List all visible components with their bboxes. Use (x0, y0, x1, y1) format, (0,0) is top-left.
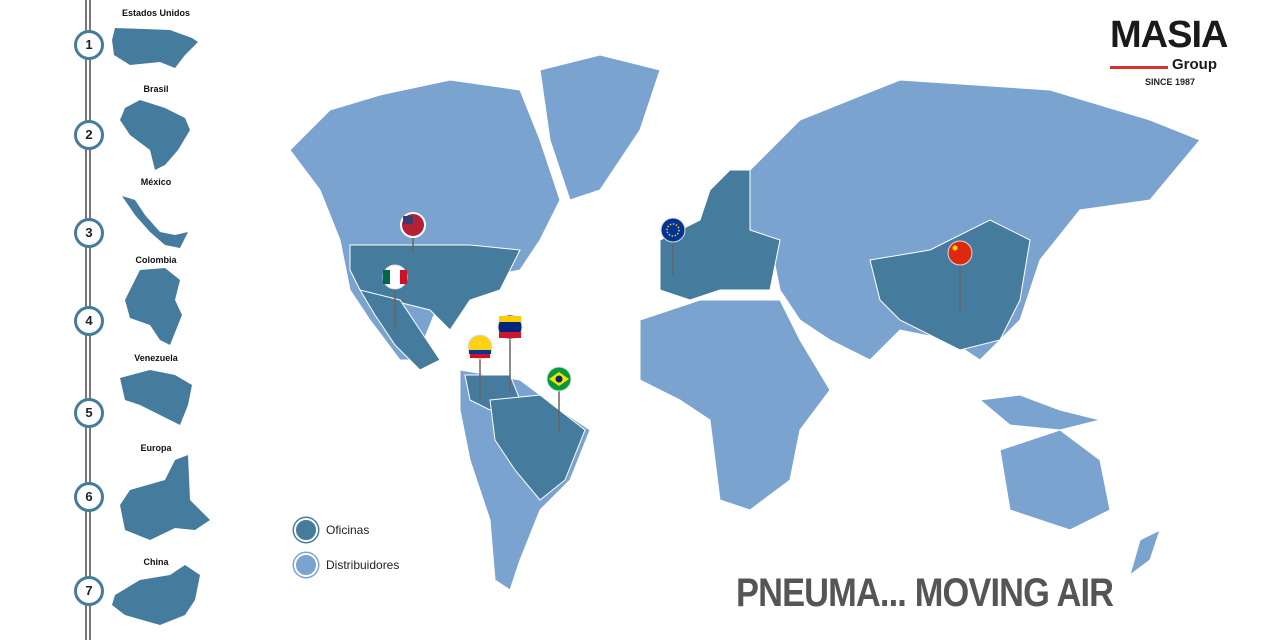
offices-swatch-icon (294, 518, 318, 542)
step-1: 1 (74, 30, 104, 60)
office-regions (349, 169, 1031, 501)
pin-europe (660, 217, 686, 243)
brazil-region (489, 394, 586, 501)
mexico-flag-red (400, 270, 407, 284)
label-brazil: Brasil (143, 84, 169, 94)
china-flag-icon (947, 240, 973, 266)
eu-flag-stars (666, 223, 680, 237)
logo-sub: Group (1172, 56, 1217, 73)
pin-china (947, 240, 973, 266)
pin-venezuela (497, 314, 523, 340)
mexico-thumbnail (122, 196, 188, 248)
colombia-thumbnail (125, 268, 182, 345)
distributor-regions (289, 54, 1201, 591)
australia (999, 429, 1111, 531)
usa-thumbnail (112, 28, 198, 68)
brazil-flag-globe (555, 375, 563, 383)
colombia-flag-blue (469, 350, 491, 354)
pin-colombia (467, 334, 493, 360)
distributors-swatch-icon (294, 553, 318, 577)
mexico-flag-green (383, 270, 390, 284)
step-2: 2 (74, 120, 104, 150)
logo-red-bar (1110, 66, 1168, 69)
step-6: 6 (74, 482, 104, 512)
pin-brazil (546, 366, 572, 392)
step-7: 7 (74, 576, 104, 606)
label-china: China (143, 557, 169, 567)
logo-name: MASIA (1110, 14, 1228, 56)
venezuela-flag-red (499, 332, 521, 338)
step-4: 4 (74, 306, 104, 336)
masia-logo: MASIA Group SINCE 1987 (1110, 16, 1250, 90)
europe-thumbnail (120, 455, 210, 540)
step-5: 5 (74, 398, 104, 428)
country-thumbnails (112, 28, 210, 625)
slogan: PNEUMA... MOVING AIR (736, 571, 1114, 615)
label-venezuela: Venezuela (134, 353, 178, 363)
pin-mexico (382, 264, 408, 290)
legend-distributors: Distribuidores (294, 553, 399, 577)
label-colombia: Colombia (135, 255, 177, 265)
label-europe: Europa (140, 443, 172, 453)
label-mexico: México (140, 177, 172, 187)
greenland (539, 54, 661, 201)
venezuela-thumbnail (120, 370, 192, 425)
legend-offices: Oficinas (294, 518, 369, 542)
china-flag-star (952, 245, 958, 251)
brazil-thumbnail (120, 100, 190, 170)
europe-region (659, 169, 781, 301)
china-region (869, 219, 1031, 351)
step-3: 3 (74, 218, 104, 248)
china-thumbnail (112, 565, 200, 625)
southeast-asia-islands (978, 394, 1101, 431)
colombia-flag-red (470, 354, 490, 358)
legend-distributors-label: Distribuidores (326, 558, 400, 572)
legend-offices-label: Oficinas (326, 523, 370, 537)
us-flag-canton (403, 216, 413, 224)
label-usa: Estados Unidos (121, 8, 191, 18)
logo-since: SINCE 1987 (1145, 77, 1196, 87)
eu-flag-icon (660, 217, 686, 243)
pin-usa (400, 212, 426, 238)
new-zealand (1129, 529, 1161, 577)
mexico-region (358, 289, 441, 371)
africa (639, 299, 831, 511)
venezuela-flag-yellow (499, 316, 521, 322)
